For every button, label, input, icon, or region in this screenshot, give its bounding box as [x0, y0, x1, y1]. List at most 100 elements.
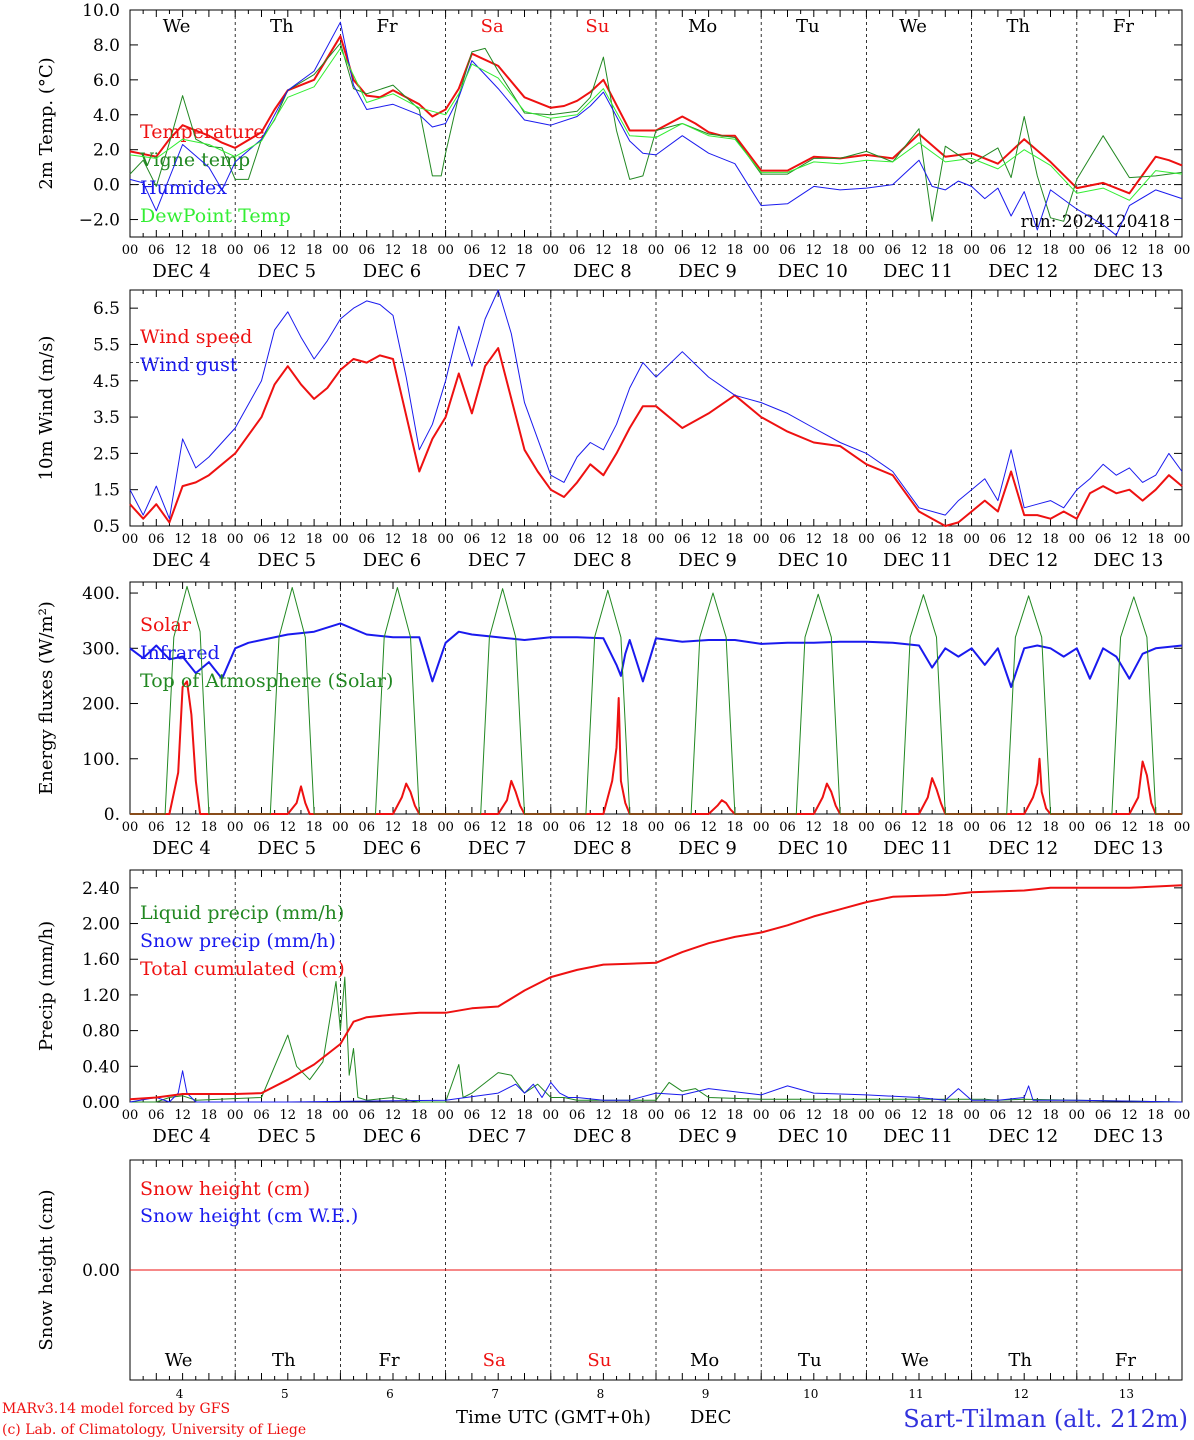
hour-tick-label: 06: [1095, 820, 1112, 835]
date-label: DEC 7: [468, 550, 527, 571]
hour-tick-label: 18: [516, 820, 533, 835]
hour-tick-label: 18: [937, 1108, 954, 1123]
hour-tick-label: 12: [911, 820, 928, 835]
hour-tick-label: 12: [490, 820, 507, 835]
date-label: DEC 13: [1093, 550, 1163, 571]
hour-tick-label: 18: [727, 820, 744, 835]
y-tick-label: 300.: [82, 639, 120, 659]
hour-tick-label: 12: [595, 532, 612, 547]
y-tick-label: 1.20: [82, 986, 120, 1006]
y-tick-label: 0.80: [82, 1022, 120, 1042]
hour-tick-label: 18: [1042, 532, 1059, 547]
hour-tick-label: 12: [595, 243, 612, 258]
y-tick-label: 200.: [82, 695, 120, 715]
weekday-label: Mo: [688, 16, 717, 37]
date-label: DEC 13: [1093, 261, 1163, 282]
hour-tick-label: 06: [1095, 532, 1112, 547]
y-axis-title: 2m Temp. (°C): [36, 57, 57, 189]
y-tick-label: 3.5: [93, 408, 120, 428]
y-tick-label: 100.: [82, 750, 120, 770]
hour-tick-label: 00: [227, 532, 244, 547]
hour-tick-label: 00: [1069, 820, 1086, 835]
date-label: DEC 6: [363, 1126, 422, 1147]
y-tick-label: 0.0: [93, 176, 120, 196]
date-label: DEC 4: [152, 1126, 211, 1147]
series-line-precip-0: [130, 976, 1183, 1103]
hour-tick-label: 12: [174, 243, 191, 258]
y-tick-label: 0.: [104, 805, 120, 825]
hour-tick-label: 06: [674, 820, 691, 835]
panel-precip: 0.00 0.40 0.80 1.20 1.60 2.00 2.40 Precip (mm/h…: [36, 869, 1190, 1147]
date-label: DEC 10: [778, 550, 848, 571]
series-line-flux-2: [130, 585, 1182, 815]
series-line-temp-2: [129, 21, 1183, 236]
y-tick-label: 4.5: [93, 372, 120, 392]
hour-tick-label: 00: [753, 820, 770, 835]
hour-tick-label: 18: [621, 1108, 638, 1123]
hour-tick-label: 06: [253, 1108, 270, 1123]
day-number-label: 12: [1014, 1387, 1029, 1401]
hour-tick-label: 18: [201, 243, 218, 258]
credit-line-2: (c) Lab. of Climatology, University of L…: [2, 1422, 306, 1438]
hour-tick-label: 18: [937, 532, 954, 547]
hour-tick-label: 00: [963, 820, 980, 835]
y-tick-label: 0.00: [82, 1093, 120, 1113]
hour-tick-label: 12: [490, 532, 507, 547]
hour-tick-label: 12: [174, 820, 191, 835]
legend-entry: Snow height (cm): [140, 1178, 310, 1200]
day-number-label: 13: [1119, 1387, 1134, 1401]
hour-tick-label: 00: [753, 532, 770, 547]
legend-entry: Humidex: [140, 177, 227, 199]
hour-tick-label: 12: [1121, 243, 1138, 258]
panel-temp: −2.0 0.0 2.0 4.0 6.0 8.0 10.0 2m Temp. (°C) 00 06…: [36, 1, 1190, 282]
chart-panels: −2.0 0.0 2.0 4.0 6.0 8.0 10.0 2m Temp. (°C) 00 06…: [36, 1, 1190, 1401]
hour-tick-label: 12: [280, 1108, 297, 1123]
date-label: DEC 4: [152, 261, 211, 282]
hour-tick-label: 18: [1042, 820, 1059, 835]
hour-tick-label: 06: [464, 820, 481, 835]
day-number-label: 4: [176, 1387, 184, 1401]
hour-tick-label: 00: [437, 243, 454, 258]
day-number-label: 9: [702, 1387, 710, 1401]
date-label: DEC 12: [988, 838, 1058, 859]
hour-tick-label: 00: [753, 1108, 770, 1123]
date-label: DEC 7: [468, 1126, 527, 1147]
hour-tick-label: 00: [648, 532, 665, 547]
hour-tick-label: 12: [280, 820, 297, 835]
date-label: DEC 12: [988, 261, 1058, 282]
hour-tick-label: 00: [1174, 532, 1191, 547]
hour-tick-label: 12: [385, 820, 402, 835]
hour-tick-label: 00: [543, 820, 560, 835]
weekday-label: We: [163, 16, 191, 37]
credit-line-1: MARv3.14 model forced by GFS: [2, 1401, 230, 1417]
y-tick-label: 400.: [82, 584, 120, 604]
weekday-label: Mo: [690, 1350, 719, 1371]
hour-tick-label: 00: [543, 243, 560, 258]
hour-tick-label: 00: [858, 1108, 875, 1123]
hour-tick-label: 12: [700, 243, 717, 258]
hour-tick-label: 18: [1147, 532, 1164, 547]
hour-tick-label: 18: [832, 1108, 849, 1123]
hour-tick-label: 12: [806, 1108, 823, 1123]
y-tick-label: 1.60: [82, 950, 120, 970]
hour-tick-label: 18: [727, 1108, 744, 1123]
date-label: DEC 6: [363, 261, 422, 282]
hour-tick-label: 00: [1174, 243, 1191, 258]
y-tick-label: −2.0: [79, 211, 120, 231]
hour-tick-label: 12: [595, 820, 612, 835]
chart-footer: MARv3.14 model forced by GFS (c) Lab. of…: [2, 1401, 1188, 1438]
hour-tick-label: 00: [753, 243, 770, 258]
hour-tick-label: 00: [227, 1108, 244, 1123]
hour-tick-label: 12: [385, 1108, 402, 1123]
hour-tick-label: 18: [832, 532, 849, 547]
hour-tick-label: 12: [280, 532, 297, 547]
weekday-label: Th: [270, 16, 294, 37]
run-label: run: 2024120418: [1021, 212, 1170, 232]
series-line-temp-0: [129, 35, 1183, 195]
hour-tick-label: 00: [543, 532, 560, 547]
hour-tick-label: 00: [963, 243, 980, 258]
y-tick-label: 4.0: [93, 106, 120, 126]
hour-tick-label: 06: [358, 532, 375, 547]
y-tick-label: 6.5: [93, 299, 120, 319]
